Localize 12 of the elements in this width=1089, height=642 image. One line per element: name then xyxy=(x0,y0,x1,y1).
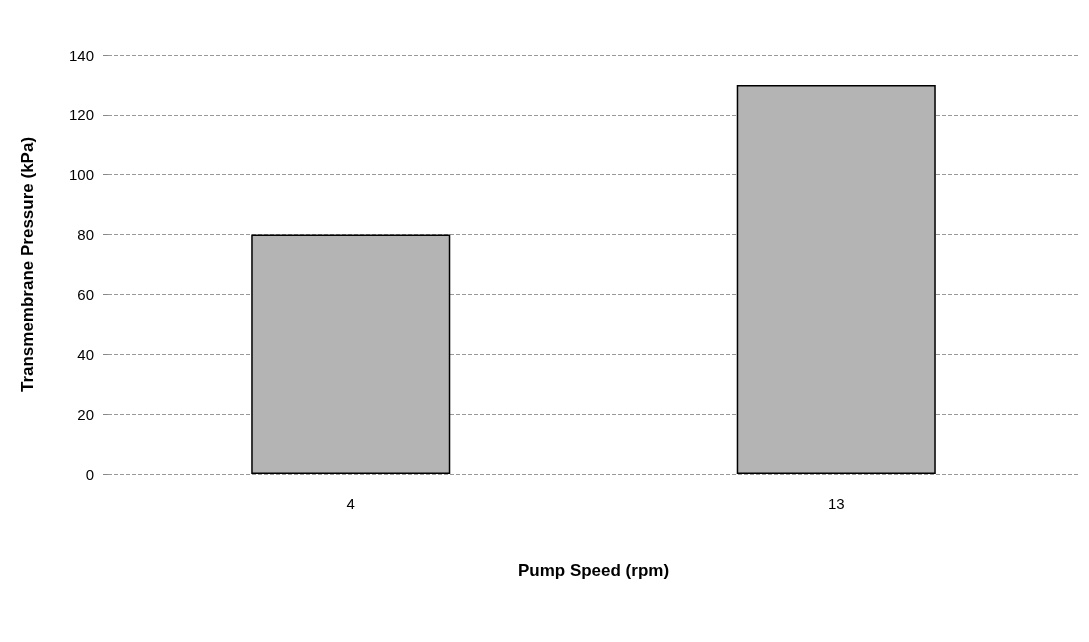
x-axis-title: Pump Speed (rpm) xyxy=(517,561,670,580)
y-tick-label: 100 xyxy=(68,166,94,184)
x-tick-label: 13 xyxy=(827,495,845,512)
x-tick-label: 4 xyxy=(346,495,355,512)
y-tick-label: 0 xyxy=(85,465,94,483)
y-tick-label: 40 xyxy=(77,345,94,363)
y-tick-label: 60 xyxy=(77,285,94,303)
y-tick-label: 120 xyxy=(68,106,94,124)
y-tick-label: 20 xyxy=(77,405,94,423)
y-axis-title: Transmembrane Pressure (kPa) xyxy=(18,136,37,393)
y-tick-label: 80 xyxy=(77,226,94,244)
y-tick-label: 140 xyxy=(68,46,94,64)
